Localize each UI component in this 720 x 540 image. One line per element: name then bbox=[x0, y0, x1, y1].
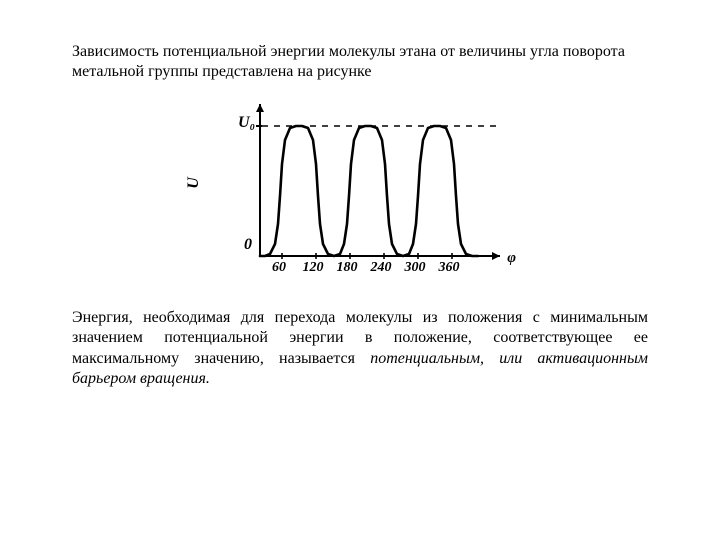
x-tick: 240 bbox=[364, 260, 398, 276]
x-tick: 120 bbox=[296, 260, 330, 276]
origin-label: 0 bbox=[244, 236, 252, 254]
x-tick: 300 bbox=[398, 260, 432, 276]
x-tick-labels: 60120180240300360 bbox=[262, 260, 466, 276]
y-axis-label: U bbox=[185, 177, 203, 189]
energy-rotation-chart: U₀ U 0 φ 60120180240300360 bbox=[210, 96, 510, 286]
chart-container: U₀ U 0 φ 60120180240300360 bbox=[72, 96, 648, 286]
x-tick: 360 bbox=[432, 260, 466, 276]
x-axis-label: φ bbox=[507, 250, 516, 267]
x-tick: 180 bbox=[330, 260, 364, 276]
outro-text: Энергия, необходимая для перехода молеку… bbox=[72, 308, 648, 390]
u0-axis-label: U₀ bbox=[238, 114, 255, 132]
x-tick: 60 bbox=[262, 260, 296, 276]
intro-text: Зависимость потенциальной энергии молеку… bbox=[72, 42, 648, 82]
